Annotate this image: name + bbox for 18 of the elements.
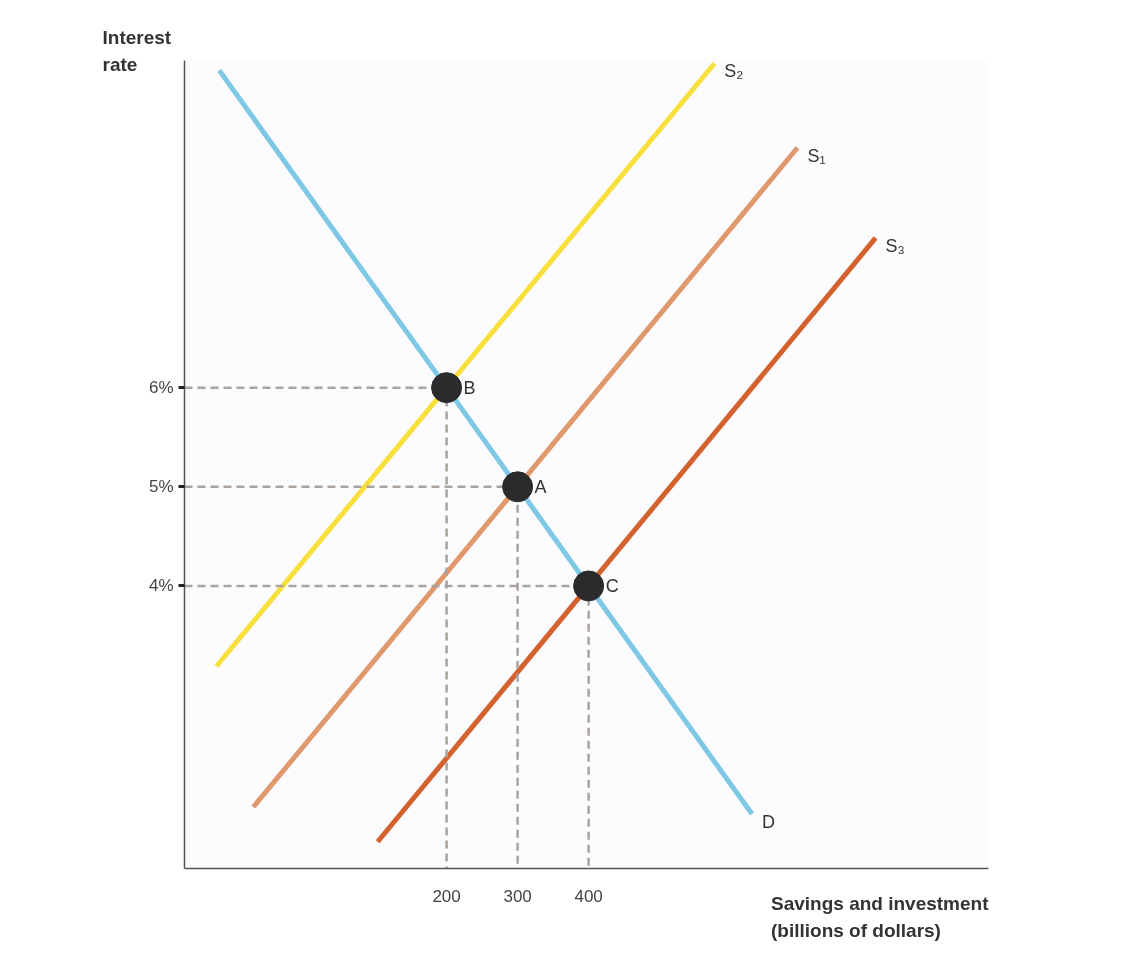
y-axis-title: Interest rate: [102, 27, 172, 76]
y-tick-label: 4%: [148, 576, 174, 596]
y-tick-label: 6%: [148, 378, 174, 398]
y-tick-label: 5%: [148, 477, 174, 497]
annotation: B: [463, 377, 476, 398]
x-tick-label: 300: [503, 886, 532, 906]
annotation: A: [534, 476, 547, 497]
series-label: S₁: [807, 145, 826, 166]
x-tick-label: 400: [574, 886, 603, 906]
series-label: D: [761, 811, 775, 832]
point: [573, 570, 605, 602]
x-tick-label: 200: [432, 886, 461, 906]
series-label: S₂: [724, 61, 744, 82]
x-axis-title: Savings and investment (billions of dollars): [770, 893, 990, 942]
series-label: S₃: [885, 235, 905, 256]
point: [502, 471, 534, 503]
annotation: C: [605, 575, 619, 596]
point: [431, 372, 463, 404]
